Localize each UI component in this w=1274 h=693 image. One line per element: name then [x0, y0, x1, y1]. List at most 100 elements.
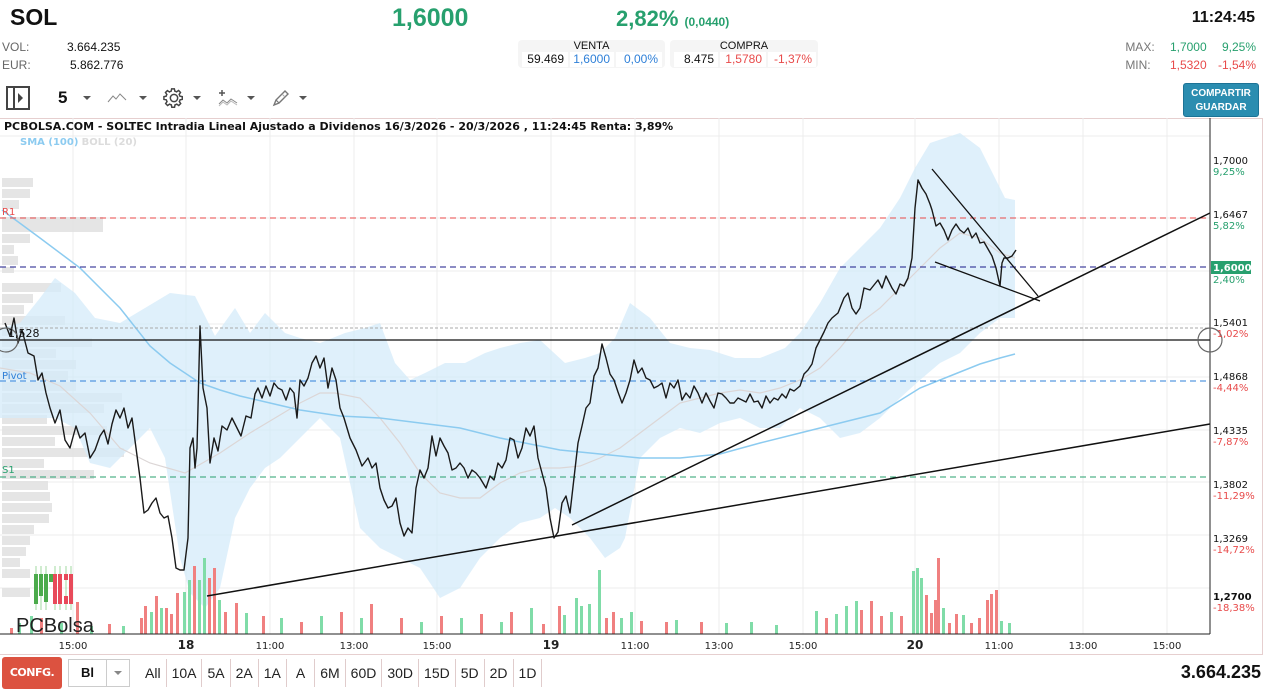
pencil-icon [273, 90, 290, 107]
compra-pct: -1,37% [768, 52, 816, 67]
drawing-tools-select[interactable] [271, 88, 308, 108]
save-label: GUARDAR [1195, 102, 1247, 113]
range-10a[interactable]: 10A [167, 659, 203, 687]
price-axis: 1,7000 9,25% 1,6467 5,82% 1,6000 2,40% 1… [1211, 156, 1255, 614]
price-change: 2,82% (0,0440) [616, 6, 729, 32]
venta-volume: 59.469 [522, 52, 568, 67]
total-volume: 3.664.235 [1180, 662, 1261, 682]
range-15d[interactable]: 15D [419, 659, 456, 687]
y-tick: 1,4868 [1213, 372, 1248, 383]
range-5d[interactable]: 5D [456, 659, 485, 687]
config-button[interactable]: CONFG. [2, 657, 62, 689]
share-label: COMPARTIR [1191, 88, 1251, 99]
chart-type-dropdown[interactable]: Bl [68, 659, 130, 687]
y-tick: 1,7000 [1213, 156, 1248, 167]
min-label: MIN: [1125, 58, 1151, 72]
last-price: 1,6000 [392, 4, 469, 32]
indicators-select[interactable] [217, 88, 256, 108]
sma-100-line [1, 209, 1016, 459]
trendline-upper-resistance [931, 168, 1039, 297]
y-tick: 1,6467 [1213, 210, 1248, 221]
share-save-button[interactable]: COMPARTIR GUARDAR [1183, 83, 1259, 117]
panel-toggle-icon [6, 86, 30, 110]
range-all[interactable]: All [140, 659, 167, 687]
y-tick-pct: -11,29% [1213, 491, 1255, 502]
ref-line-handle-right[interactable] [1197, 327, 1223, 353]
y-tick-pct: -7,87% [1213, 437, 1248, 448]
x-tick: 11:00 [621, 641, 650, 652]
range-2a[interactable]: 2A [231, 659, 259, 687]
x-tick: 15:00 [789, 641, 818, 652]
price-chart[interactable]: R1 1,528 Pivot S1 PCBolsa 1,7000 9,25% 1… [0, 118, 1274, 656]
interval-select[interactable]: 5 [58, 88, 92, 108]
current-price-pct: 2,40% [1213, 275, 1245, 286]
venta-pct: 0,00% [616, 52, 662, 67]
y-tick: 1,4335 [1213, 426, 1248, 437]
range-1d[interactable]: 1D [514, 659, 543, 687]
legend-boll[interactable]: BOLL (20) [81, 137, 137, 148]
min-price: 1,5320 [1169, 58, 1207, 72]
range-a[interactable]: A [287, 659, 316, 687]
bollinger-band [0, 133, 1015, 608]
r1-label: R1 [2, 207, 15, 218]
chevron-down-icon [83, 96, 92, 100]
y-tick-pct: 9,25% [1213, 167, 1245, 178]
range-60d[interactable]: 60D [346, 659, 383, 687]
range-6m[interactable]: 6M [315, 659, 346, 687]
settings-select[interactable] [163, 87, 202, 109]
logo-text: PCBolsa [16, 615, 95, 637]
chevron-down-icon [299, 96, 308, 100]
chart-type-value: Bl [69, 660, 107, 686]
x-tick: 15:00 [59, 641, 88, 652]
clock: 11:24:45 [1191, 9, 1255, 26]
time-axis: 15:00 18 11:00 13:00 15:00 19 11:00 13:0… [59, 638, 1182, 652]
min-pct: -1,54% [1217, 58, 1256, 72]
ticker-symbol: SOL [10, 4, 58, 30]
toggle-panel-button[interactable] [6, 86, 30, 110]
vol-value: 3.664.235 [67, 40, 121, 54]
current-price-tag: 1,6000 [1213, 263, 1252, 274]
eur-stat: EUR: 5.862.776 [2, 58, 124, 74]
ref-price-label: 1,528 [8, 327, 40, 340]
chart-frame [0, 118, 1263, 655]
chevron-down-icon [114, 671, 122, 675]
y-tick-pct: -4,44% [1213, 383, 1248, 394]
price-line [4, 179, 1017, 571]
chevron-down-icon [247, 96, 256, 100]
y-tick: 1,3269 [1213, 534, 1248, 545]
line-chart-icon [108, 93, 127, 103]
gear-icon [163, 88, 184, 108]
pivot-label: Pivot [2, 371, 27, 382]
x-tick: 13:00 [705, 641, 734, 652]
range-1a[interactable]: 1A [259, 659, 287, 687]
venta-label: VENTA [573, 40, 610, 52]
current-price-tag-bg [1211, 261, 1251, 274]
max-stat: MAX: 1,7000 9,25% [1125, 40, 1256, 54]
volume-stat: VOL: 3.664.235 [2, 40, 122, 56]
add-indicator-icon [219, 90, 238, 107]
volume-bars [10, 558, 1011, 634]
chart-toolbar: 5 [6, 84, 323, 112]
eur-value: 5.862.776 [70, 58, 124, 72]
y-tick: 1,2700 [1213, 592, 1252, 603]
y-tick: 1,5401 [1213, 318, 1248, 329]
range-selector: All 10A 5A 2A 1A A 6M 60D 30D 15D 5D 2D … [140, 659, 543, 687]
chart-type-select[interactable] [107, 92, 148, 104]
x-tick: 13:00 [1069, 641, 1098, 652]
compra-box: COMPRA 8.475 1,5780 -1,37% [670, 40, 818, 68]
range-30d[interactable]: 30D [382, 659, 420, 687]
max-price: 1,7000 [1169, 40, 1207, 54]
y-tick-pct: -18,38% [1213, 603, 1255, 614]
compra-volume: 8.475 [674, 52, 718, 67]
trendline-lower-channel [934, 261, 1041, 302]
bottom-bar: CONFG. Bl All 10A 5A 2A 1A A 6M 60D 30D … [0, 656, 1274, 690]
indicator-legend: SMA (100) BOLL (20) [20, 137, 137, 148]
range-2d[interactable]: 2D [485, 659, 514, 687]
trendline-long-support [206, 423, 1211, 597]
y-tick: 1,3802 [1213, 480, 1248, 491]
range-5a[interactable]: 5A [202, 659, 231, 687]
legend-sma[interactable]: SMA (100) [20, 137, 79, 148]
venta-box: VENTA 59.469 1,6000 0,00% [518, 40, 665, 68]
ref-line-handle-left[interactable] [0, 327, 19, 353]
venta-price: 1,6000 [570, 52, 614, 67]
